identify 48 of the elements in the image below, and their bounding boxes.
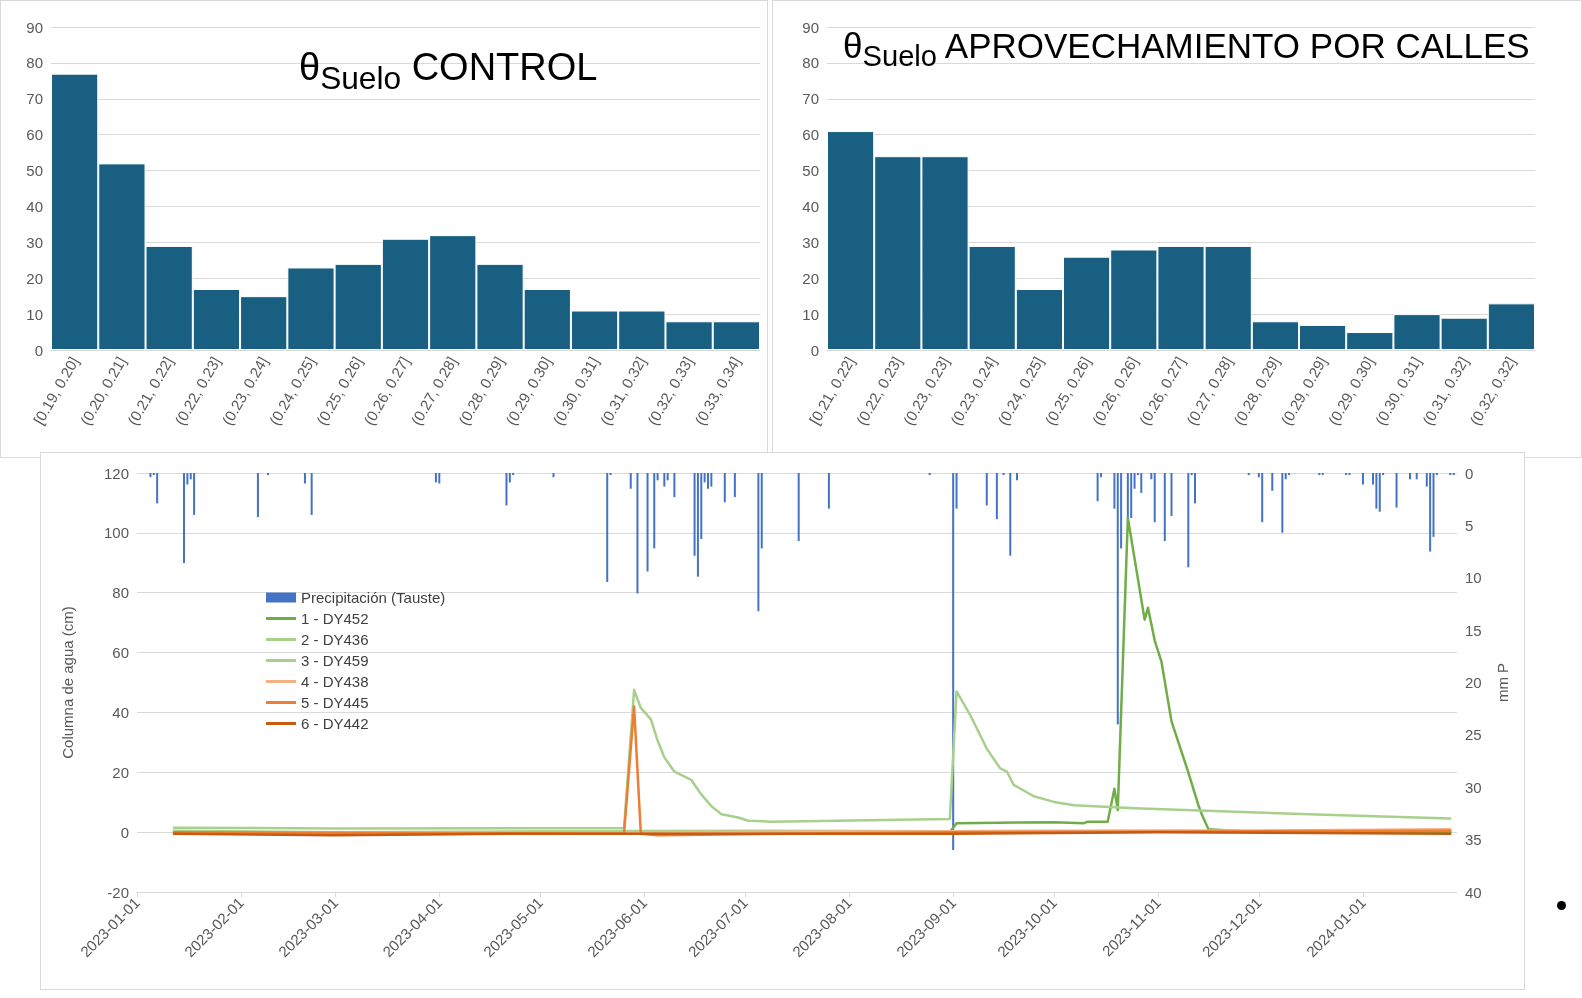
- y-tick-label: 80: [26, 54, 43, 72]
- y-tick-label: 20: [26, 269, 43, 287]
- y2-axis-title: mm P: [1494, 662, 1511, 703]
- y-tick-label: 60: [112, 644, 129, 662]
- y-tick-label: 20: [802, 269, 819, 287]
- y2-tick-label: 0: [1465, 464, 1474, 482]
- y-tick-label: 0: [34, 341, 43, 359]
- y-tick-label: 40: [802, 197, 819, 215]
- legend-label: 6 - DY442: [301, 715, 369, 732]
- y-tick-label: 40: [112, 703, 129, 721]
- y-tick-label: 60: [802, 126, 819, 144]
- y-tick-label: 10: [802, 305, 819, 323]
- y-tick-label: 90: [802, 18, 819, 36]
- y2-tick-label: 10: [1465, 569, 1482, 587]
- y-tick-label: -20: [107, 883, 129, 901]
- y-tick-label: 60: [26, 126, 43, 144]
- y-tick-label: 30: [26, 233, 43, 251]
- y2-tick-label: 5: [1465, 516, 1474, 534]
- y-axis-title: Columna de agua (cm): [59, 606, 76, 759]
- y-tick-label: 30: [802, 233, 819, 251]
- legend-label: 3 - DY459: [301, 652, 369, 669]
- y-tick-label: 120: [103, 464, 129, 482]
- y-tick-label: 0: [810, 341, 819, 359]
- y-tick-label: 100: [103, 524, 129, 542]
- y-tick-label: 20: [112, 763, 129, 781]
- legend-label: Precipitación (Tauste): [301, 589, 446, 606]
- legend-label: 1 - DY452: [301, 610, 369, 627]
- y-tick-label: 80: [802, 54, 819, 72]
- y2-tick-label: 20: [1465, 674, 1482, 691]
- y-tick-label: 50: [26, 162, 43, 180]
- y-tick-label: 0: [120, 823, 129, 841]
- y2-tick-label: 15: [1465, 621, 1482, 639]
- y-tick-label: 10: [26, 305, 43, 323]
- chart-title: θ$_{Suelo}$ APROVECHAMIENTO POR CALLES: [843, 25, 1530, 74]
- y2-tick-label: 35: [1465, 831, 1482, 849]
- y-tick-label: 50: [802, 162, 819, 180]
- y-tick-label: 80: [112, 584, 129, 602]
- y2-tick-label: 30: [1465, 778, 1482, 796]
- y2-tick-label: 40: [1465, 883, 1482, 901]
- legend-label: 2 - DY436: [301, 631, 369, 648]
- y2-tick-label: 25: [1465, 726, 1482, 744]
- legend-label: 5 - DY445: [301, 694, 369, 711]
- y-tick-label: 70: [802, 90, 819, 108]
- y-tick-label: 40: [26, 197, 43, 215]
- legend-label: 4 - DY438: [301, 673, 369, 690]
- y-tick-label: 90: [26, 18, 43, 36]
- text: θ$_{Suelo}$ CONTROL: [299, 45, 598, 97]
- y-tick-label: 70: [26, 90, 43, 108]
